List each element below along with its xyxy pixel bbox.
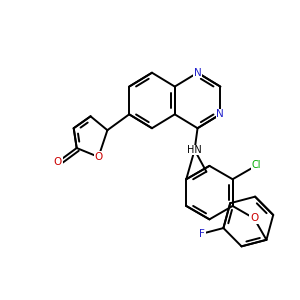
Text: F: F <box>200 229 205 238</box>
Text: N: N <box>194 68 201 78</box>
Text: O: O <box>250 213 258 224</box>
Text: O: O <box>94 152 103 162</box>
Text: HN: HN <box>187 145 202 155</box>
Text: N: N <box>217 109 224 119</box>
Text: Cl: Cl <box>252 160 261 170</box>
Text: O: O <box>54 157 62 167</box>
